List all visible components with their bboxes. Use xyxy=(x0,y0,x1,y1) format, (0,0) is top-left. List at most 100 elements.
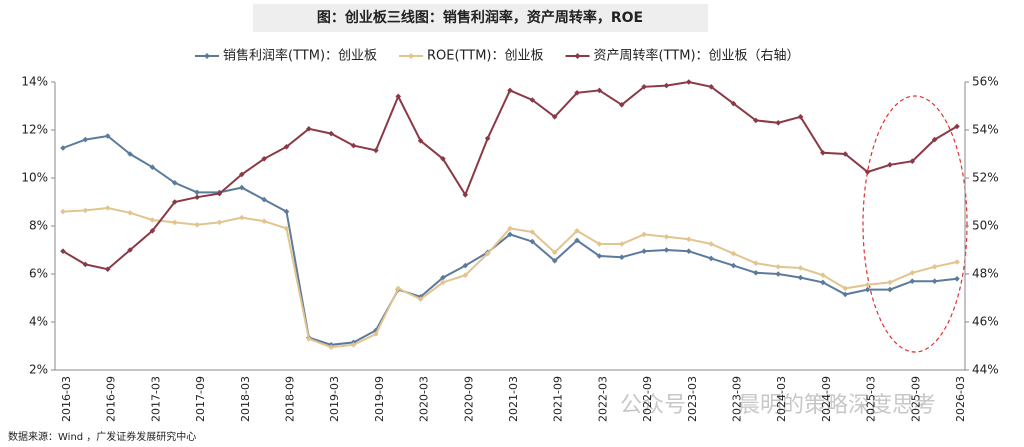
point xyxy=(283,208,290,215)
point xyxy=(239,184,245,191)
point xyxy=(797,274,804,281)
title-box xyxy=(253,4,708,32)
point xyxy=(686,236,692,242)
point xyxy=(127,151,133,157)
x-tick-label: 2024-09 xyxy=(820,376,833,422)
point xyxy=(484,135,491,142)
y-tick-label: 10% xyxy=(21,171,48,185)
point xyxy=(529,97,536,103)
point xyxy=(574,90,580,96)
series-line xyxy=(62,80,958,271)
point xyxy=(730,250,737,257)
point xyxy=(529,229,536,235)
point xyxy=(194,222,200,228)
point xyxy=(641,231,647,238)
point xyxy=(618,241,625,247)
x-tick-label: 2024-03 xyxy=(775,376,788,422)
point xyxy=(797,114,804,120)
x-tick-label: 2016-09 xyxy=(105,376,118,422)
chart-title: 图：创业板三线图：销售利润率，资产周转率，ROE xyxy=(317,9,643,26)
point xyxy=(60,145,66,151)
point xyxy=(551,114,558,120)
point xyxy=(462,262,469,269)
point xyxy=(82,207,89,214)
point xyxy=(864,169,871,175)
point xyxy=(753,117,759,124)
point xyxy=(507,225,513,232)
y2-tick-label: 48% xyxy=(972,267,999,281)
legend-marker xyxy=(204,53,210,59)
point xyxy=(239,214,245,221)
legend-marker xyxy=(574,53,581,59)
point xyxy=(171,199,178,205)
point xyxy=(931,264,938,270)
point xyxy=(574,228,580,234)
point xyxy=(708,84,714,90)
point xyxy=(149,217,156,223)
point xyxy=(641,84,647,90)
y2-tick-label: 50% xyxy=(972,219,999,233)
point xyxy=(618,102,625,108)
point xyxy=(663,247,670,253)
x-tick-label: 2022-09 xyxy=(641,376,654,422)
x-tick-label: 2019-03 xyxy=(328,376,341,422)
point xyxy=(686,248,692,254)
point xyxy=(887,286,893,293)
point xyxy=(864,286,871,293)
point xyxy=(82,136,89,143)
point xyxy=(104,205,111,211)
x-tick-label: 2020-09 xyxy=(462,376,475,422)
point xyxy=(641,248,647,254)
x-tick-label: 2023-09 xyxy=(731,376,744,422)
point xyxy=(909,158,916,164)
point xyxy=(574,237,580,244)
point xyxy=(127,247,133,253)
point xyxy=(708,241,714,247)
x-tick-label: 2018-09 xyxy=(284,376,297,422)
point xyxy=(618,254,625,260)
point xyxy=(350,142,357,149)
point xyxy=(104,266,111,272)
point xyxy=(194,189,200,196)
point xyxy=(507,231,513,238)
point xyxy=(328,344,334,350)
point xyxy=(775,271,781,277)
point xyxy=(82,261,89,268)
x-tick-label: 2016-03 xyxy=(60,376,73,422)
point xyxy=(171,180,178,186)
point xyxy=(171,219,178,226)
point xyxy=(954,123,960,130)
legend-label: 销售利润率(TTM)：创业板 xyxy=(223,48,377,64)
point xyxy=(306,336,312,342)
x-tick-label: 2025-09 xyxy=(909,376,922,422)
legend-label: 资产周转率(TTM)：创业板（右轴） xyxy=(594,48,800,64)
point xyxy=(887,279,893,286)
point xyxy=(194,194,200,200)
point xyxy=(261,196,267,203)
point xyxy=(127,210,133,216)
point xyxy=(797,265,804,271)
point xyxy=(730,262,737,269)
point xyxy=(596,253,603,259)
x-tick-label: 2017-03 xyxy=(149,376,162,422)
point xyxy=(887,162,893,168)
point xyxy=(328,130,334,137)
point xyxy=(820,272,826,278)
source-note: 数据来源：Wind ，广发证券发展研究中心 xyxy=(8,430,196,443)
watermark: 晨明的策略深度思考 xyxy=(738,393,936,418)
point xyxy=(373,327,379,334)
point xyxy=(909,278,916,284)
legend-marker xyxy=(408,53,415,59)
point xyxy=(417,296,424,302)
point xyxy=(954,259,960,265)
point xyxy=(417,138,424,144)
point xyxy=(775,264,781,270)
point xyxy=(663,234,670,240)
point xyxy=(395,93,402,100)
legend-label: ROE(TTM)：创业板 xyxy=(427,49,544,64)
point xyxy=(60,248,66,254)
x-tick-label: 2020-03 xyxy=(418,376,431,422)
point xyxy=(753,270,759,276)
x-tick-label: 2017-09 xyxy=(194,376,207,422)
